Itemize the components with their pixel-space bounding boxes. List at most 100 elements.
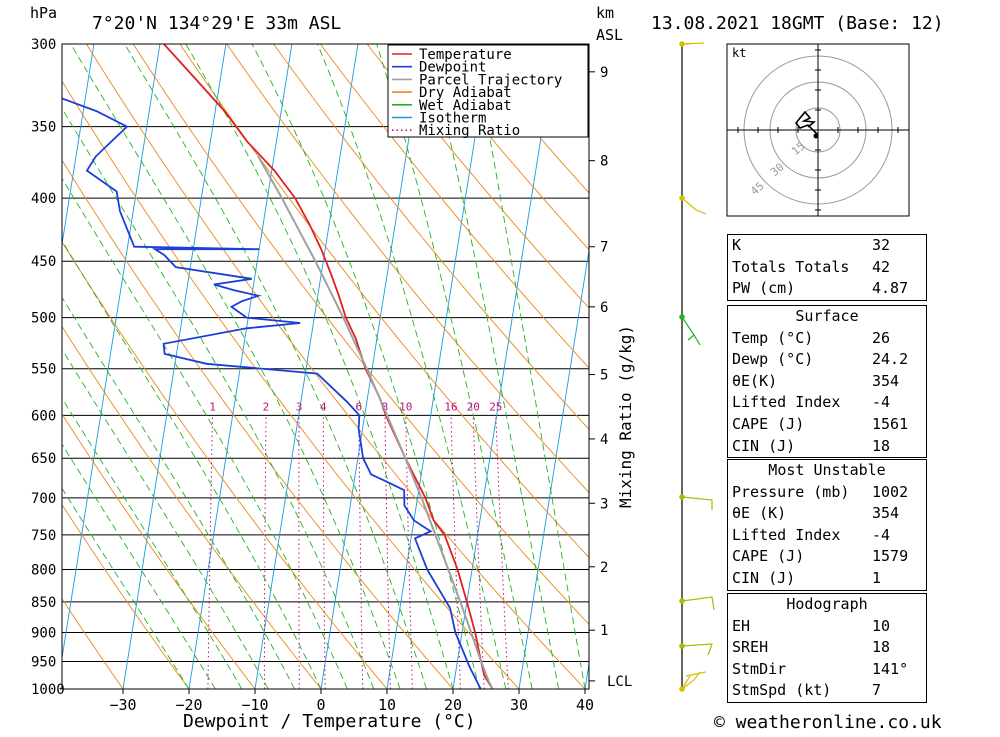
hodograph-row: StmSpd (kt)7	[728, 680, 926, 702]
wind-barb	[682, 672, 706, 689]
isotherm-line	[387, 44, 490, 689]
index-value: 4.87	[872, 278, 908, 300]
km-label: 1	[600, 623, 608, 639]
mixing-ratio-label: 10	[399, 400, 412, 413]
index-value: -4	[872, 525, 890, 547]
index-value: 1002	[872, 482, 908, 504]
mixing-ratio-line	[451, 415, 461, 689]
pressure-label: 900	[31, 626, 56, 642]
km-label: 5	[600, 368, 608, 384]
surface-row: Dewp (°C)24.2	[728, 349, 926, 371]
index-label: CIN (J)	[732, 436, 795, 458]
km-label: 3	[600, 496, 608, 512]
most-unstable-row: θE (K)354	[728, 503, 926, 525]
unit-km-label: km	[596, 4, 614, 22]
index-label: SREH	[732, 637, 768, 659]
isotherm-line	[0, 44, 28, 689]
mixing-ratio-label: 16	[444, 400, 457, 413]
km-label: 4	[600, 432, 608, 448]
index-value: 26	[872, 328, 890, 350]
index-row-pw: PW (cm)4.87	[728, 278, 926, 300]
dry-adiabat-line	[0, 26, 189, 689]
pressure-label: 400	[31, 191, 56, 207]
index-value: -4	[872, 392, 890, 414]
index-value: 24.2	[872, 349, 908, 371]
isotherm-line	[519, 44, 622, 689]
pressure-label: 950	[31, 655, 56, 671]
isotherm-line	[453, 44, 556, 689]
isotherm-line	[585, 44, 688, 689]
index-value: 18	[872, 436, 890, 458]
index-value: 1	[872, 568, 881, 590]
index-label: EH	[732, 616, 750, 638]
isotherm-line	[123, 44, 226, 689]
most-unstable-row: CAPE (J) 1579	[728, 546, 926, 568]
pressure-label: 350	[31, 120, 56, 136]
temperature-line	[164, 44, 493, 689]
pressure-label: 650	[31, 451, 56, 467]
dry-adiabat-line	[0, 26, 387, 689]
index-value: 18	[872, 637, 890, 659]
hodograph-unit-label: kt	[732, 46, 746, 60]
surface-row: Lifted Index-4	[728, 392, 926, 414]
pressure-label: 800	[31, 562, 56, 578]
x-tick-label: 40	[576, 696, 594, 714]
km-label: 2	[600, 560, 608, 576]
surface-row: CAPE (J)1561	[728, 414, 926, 436]
dry-adiabat-line	[956, 26, 1000, 689]
index-value: 1561	[872, 414, 908, 436]
km-label: 8	[600, 154, 608, 170]
storm-motion-dot	[814, 134, 819, 139]
index-table-most-unstable: Most Unstable Pressure (mb) 1002 θE (K)35…	[727, 459, 927, 591]
mixing-ratio-label: 3	[296, 400, 303, 413]
most-unstable-row: Lifted Index-4	[728, 525, 926, 547]
pressure-label: 1000	[31, 682, 65, 698]
mixing-ratio-axis-title: Mixing Ratio (g/kg)	[616, 325, 635, 508]
mixing-ratio-label: 4	[320, 400, 327, 413]
km-label: 7	[600, 240, 608, 256]
pressure-label: 300	[31, 37, 56, 53]
wind-barb	[682, 597, 714, 610]
pressure-label: 750	[31, 528, 56, 544]
surface-title: Surface	[728, 306, 926, 328]
surface-row: Temp (°C)26	[728, 328, 926, 350]
index-value: 1579	[872, 546, 908, 568]
isotherm-line	[255, 44, 358, 689]
wind-barb	[682, 644, 712, 655]
x-tick-label: 30	[510, 696, 528, 714]
wet-adiabat-line	[186, 44, 453, 689]
pressure-label: 550	[31, 362, 56, 378]
pressure-label: 600	[31, 408, 56, 424]
index-label: StmDir	[732, 659, 786, 681]
index-value: 354	[872, 371, 899, 393]
header-location: 7°20'N 134°29'E 33m ASL	[92, 13, 341, 34]
most-unstable-row: CIN (J) 1	[728, 568, 926, 590]
wet-adiabat-line	[125, 44, 427, 689]
unit-hpa-label: hPa	[30, 4, 57, 22]
mixing-ratio-label: 1	[209, 400, 216, 413]
hodograph-row: SREH 18	[728, 637, 926, 659]
index-label: θE (K)	[732, 503, 786, 525]
index-value: 7	[872, 680, 881, 702]
legend-label: Mixing Ratio	[419, 123, 520, 139]
index-label: Pressure (mb)	[732, 482, 849, 504]
isotherm-line	[321, 44, 424, 689]
pressure-label: 700	[31, 491, 56, 507]
mixing-ratio-label: 25	[489, 400, 502, 413]
wind-barb	[682, 497, 712, 510]
index-label: CAPE (J)	[732, 546, 804, 568]
index-label: CIN (J)	[732, 568, 795, 590]
mixing-ratio-line	[385, 415, 390, 689]
index-value: 42	[872, 257, 890, 279]
most-unstable-title: Most Unstable	[728, 460, 926, 482]
dry-adiabat-line	[0, 26, 453, 689]
hodograph-table-title: Hodograph	[728, 594, 926, 616]
index-table-surface: Surface Temp (°C)26 Dewp (°C)24.2 θE(K)3…	[727, 305, 927, 458]
wet-adiabat-line	[0, 44, 189, 689]
